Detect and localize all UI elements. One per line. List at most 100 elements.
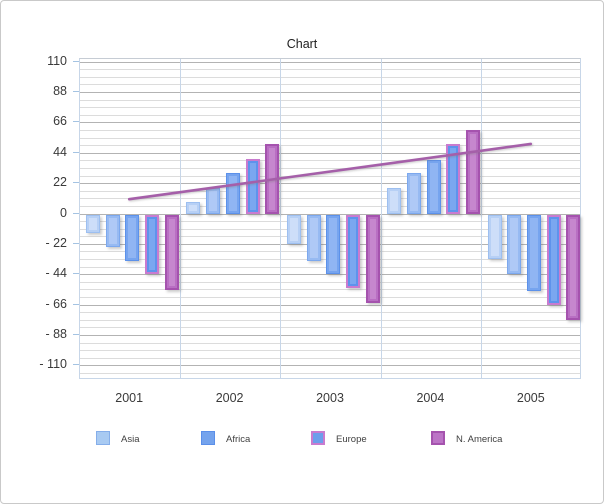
bar-highlight: [470, 133, 476, 210]
bar-s3-2003[interactable]: [326, 215, 341, 275]
y-axis-label: - 44: [45, 266, 67, 281]
legend-swatch-highlight: [435, 435, 441, 441]
bar-n-america-2002[interactable]: [265, 143, 280, 214]
bar-s3-2001[interactable]: [125, 215, 140, 261]
y-axis-tick: [73, 303, 79, 305]
y-axis-label: 66: [53, 114, 67, 129]
gridline-minor: [80, 76, 580, 78]
bar-asia-2005[interactable]: [487, 215, 502, 260]
bar-asia-2001[interactable]: [86, 215, 100, 233]
legend-swatch-africa: [201, 431, 215, 445]
gridline-vertical: [481, 59, 483, 378]
bar-highlight: [89, 218, 97, 230]
y-axis-tick: [73, 90, 79, 92]
gridline-major: [80, 122, 580, 124]
bar-s3-2005[interactable]: [527, 215, 541, 291]
y-axis-tick: [73, 334, 79, 336]
plot-area: [79, 58, 581, 379]
bar-n-america-2005[interactable]: [566, 215, 581, 321]
bar-highlight: [390, 190, 399, 211]
gridline-minor: [80, 342, 580, 344]
gridline-minor: [80, 137, 580, 139]
gridline-major: [80, 183, 580, 185]
bar-highlight: [249, 162, 256, 210]
bar-asia-2003[interactable]: [286, 215, 301, 245]
legend-label: Africa: [226, 434, 251, 445]
bar-asia-2004[interactable]: [387, 187, 402, 214]
bar-highlight: [349, 219, 356, 285]
x-axis-label-2005: 2005: [516, 391, 545, 405]
bar-africa-2001[interactable]: [105, 215, 120, 247]
gridline-vertical: [280, 59, 282, 378]
bar-highlight: [209, 190, 218, 211]
bar-africa-2005[interactable]: [507, 215, 522, 275]
bar-europe-2003[interactable]: [345, 215, 360, 289]
legend-swatch-europe: [311, 431, 325, 445]
x-axis-label-2001: 2001: [115, 391, 144, 405]
bar-highlight: [269, 147, 276, 210]
bar-n-america-2003[interactable]: [365, 215, 380, 304]
gridline-minor: [80, 319, 580, 321]
x-axis-label-2003: 2003: [316, 391, 344, 405]
gridline-minor: [80, 350, 580, 352]
bar-europe-2001[interactable]: [145, 215, 160, 275]
y-axis-tick: [73, 212, 79, 214]
bar-s3-2004[interactable]: [426, 160, 441, 214]
gridline-vertical: [179, 59, 181, 378]
legend-label: Europe: [336, 434, 367, 445]
bar-highlight: [168, 219, 175, 286]
gridline-vertical: [380, 59, 382, 378]
bar-highlight: [530, 218, 538, 288]
gridline-minor: [80, 281, 580, 283]
gridline-minor: [80, 327, 580, 329]
gridline-minor: [80, 99, 580, 101]
bar-highlight: [550, 219, 557, 301]
bar-highlight: [289, 218, 298, 242]
bar-africa-2003[interactable]: [306, 215, 321, 261]
y-axis-tick: [73, 182, 79, 184]
bar-highlight: [149, 219, 156, 271]
bar-n-america-2004[interactable]: [466, 129, 480, 214]
gridline-minor: [80, 160, 580, 162]
gridline-major: [80, 274, 580, 276]
bar-highlight: [189, 204, 198, 211]
bar-africa-2002[interactable]: [206, 187, 221, 214]
bar-s3-2002[interactable]: [225, 172, 240, 214]
bar-highlight: [228, 175, 237, 211]
bar-highlight: [450, 147, 457, 210]
bar-highlight: [309, 218, 318, 258]
legend-swatch-asia: [96, 431, 110, 445]
legend-label: N. America: [456, 434, 503, 445]
bar-europe-2005[interactable]: [546, 215, 561, 305]
legend-swatch-highlight: [204, 434, 212, 442]
y-axis-label: 22: [53, 175, 67, 190]
bar-europe-2002[interactable]: [245, 158, 260, 214]
gridline-minor: [80, 167, 580, 169]
bar-highlight: [429, 163, 438, 211]
y-axis-label: 0: [60, 205, 67, 220]
bar-highlight: [409, 175, 418, 211]
legend-swatch-n-america: [431, 431, 445, 445]
gridline-minor: [80, 312, 580, 314]
bar-europe-2004[interactable]: [446, 143, 461, 214]
y-axis-label: 88: [53, 83, 67, 98]
gridline-minor: [80, 145, 580, 147]
x-axis-label-2004: 2004: [416, 391, 445, 405]
bar-asia-2002[interactable]: [186, 201, 201, 214]
bar-africa-2004[interactable]: [406, 172, 421, 214]
y-axis-tick: [73, 121, 79, 123]
gridline-minor: [80, 190, 580, 192]
bar-n-america-2001[interactable]: [164, 215, 179, 290]
y-axis-tick: [73, 242, 79, 244]
bar-highlight: [490, 218, 499, 257]
x-axis-label-2002: 2002: [215, 391, 244, 405]
legend-swatch-highlight: [315, 435, 321, 441]
bar-highlight: [570, 219, 577, 317]
legend-label: Asia: [121, 434, 140, 445]
gridline-major: [80, 213, 580, 215]
gridline-major: [80, 61, 580, 63]
gridline-minor: [80, 357, 580, 359]
gridline-minor: [80, 84, 580, 86]
chart-title: Chart: [286, 37, 318, 51]
